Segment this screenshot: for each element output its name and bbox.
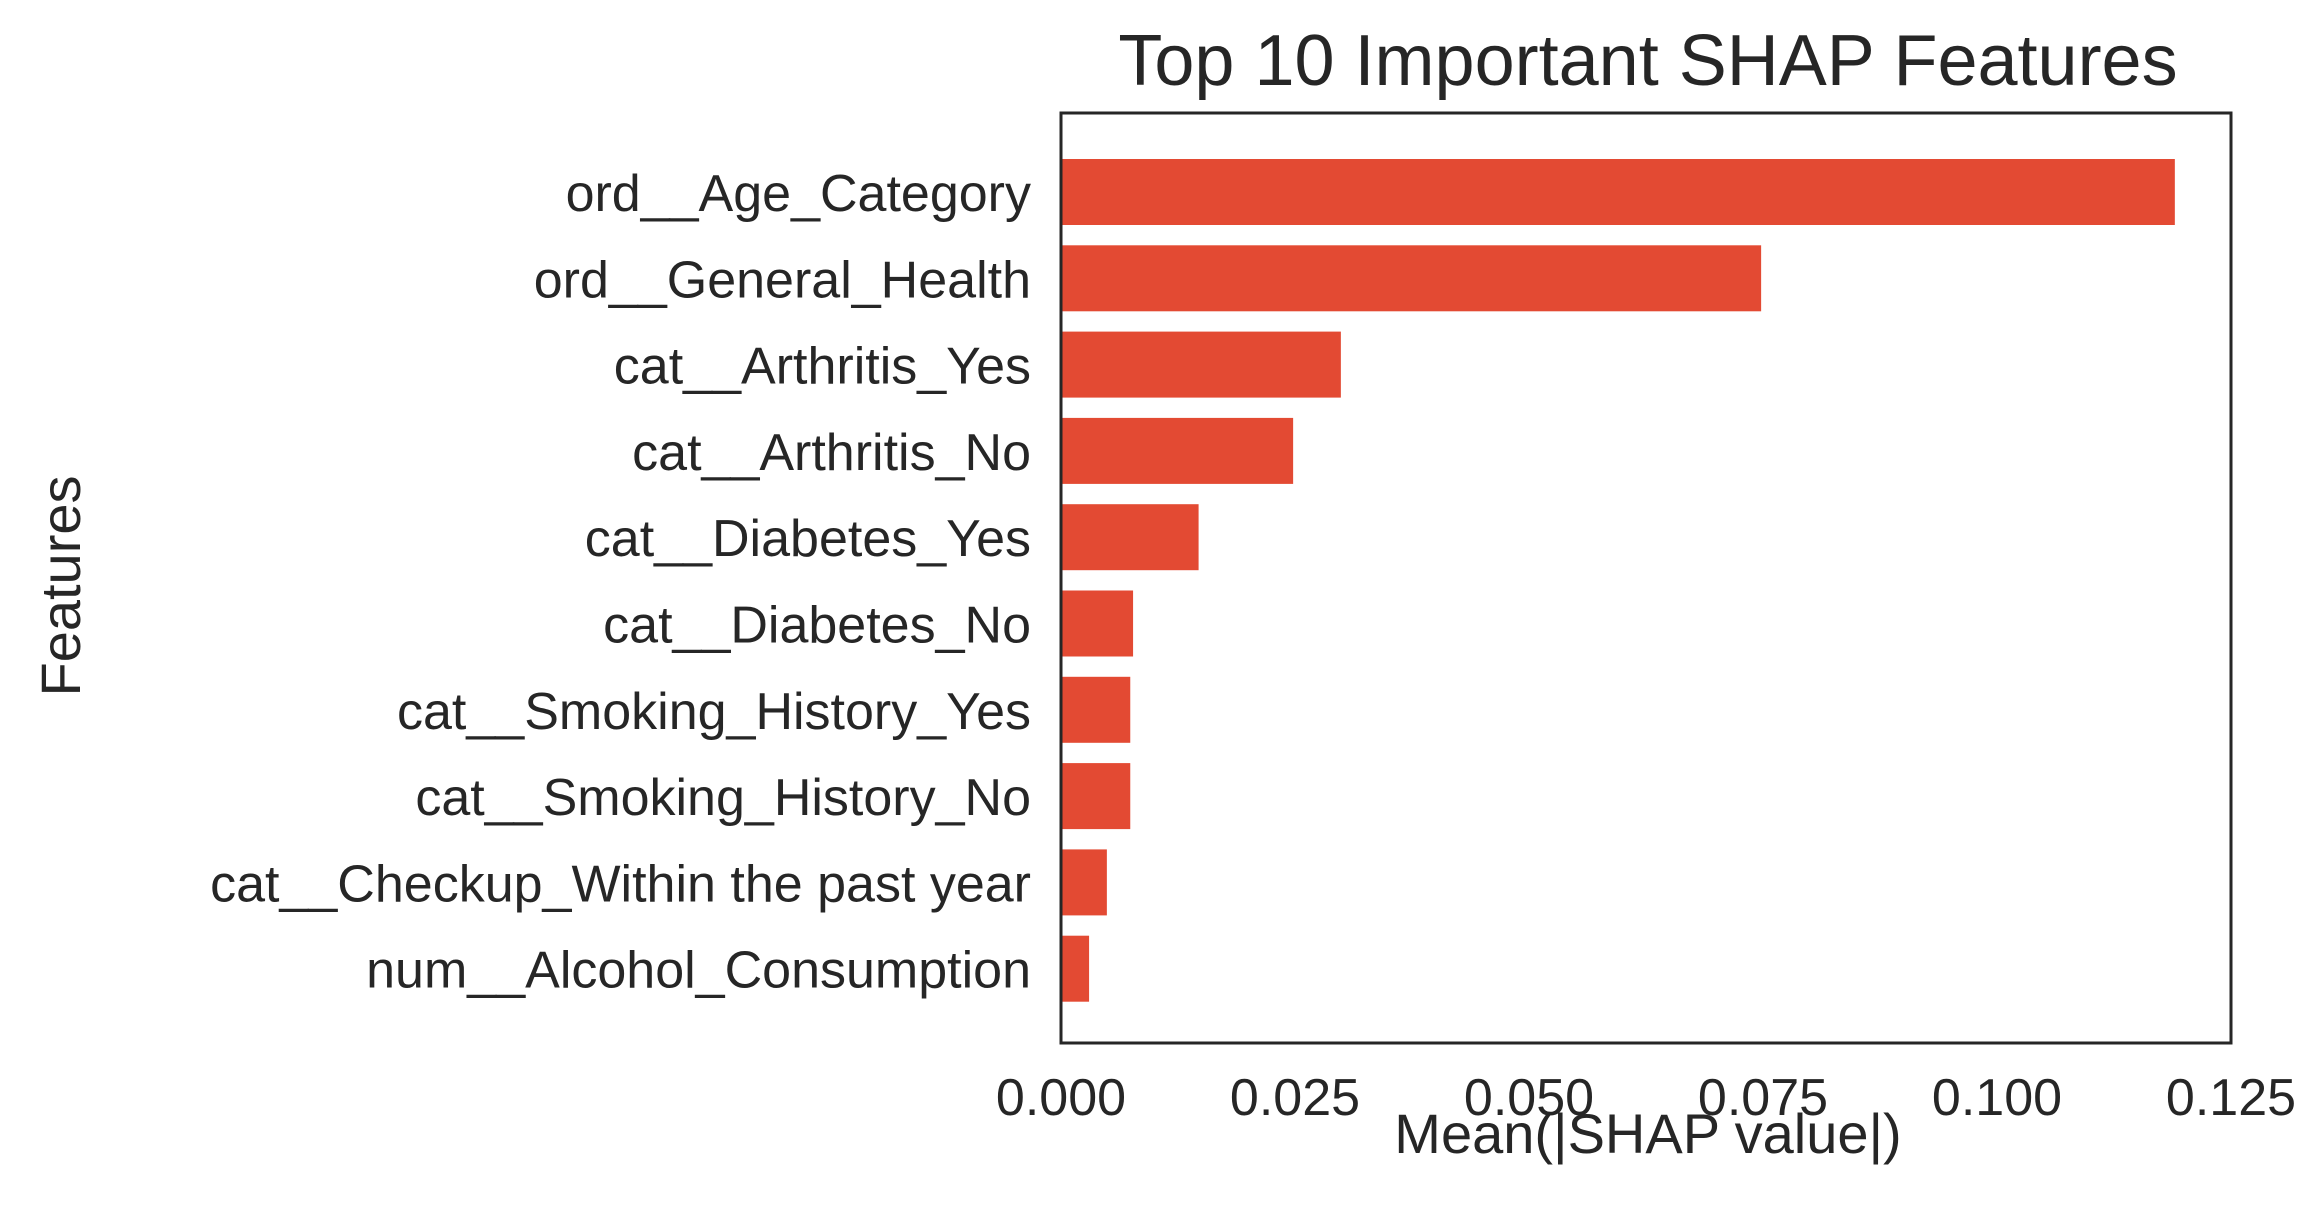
y-tick-label-4: cat__Diabetes_Yes bbox=[585, 510, 1031, 568]
y-tick-label-8: cat__Checkup_Within the past year bbox=[210, 855, 1031, 913]
x-tick-label-5: 0.125 bbox=[2166, 1069, 2296, 1127]
x-tick-label-4: 0.100 bbox=[1932, 1069, 2062, 1127]
y-tick-label-7: cat__Smoking_History_No bbox=[415, 769, 1031, 827]
bar-8 bbox=[1061, 849, 1107, 916]
bars-group bbox=[1061, 159, 2175, 1002]
bar-9 bbox=[1061, 935, 1090, 1002]
x-tick-labels: 0.000 0.025 0.050 0.075 0.100 0.125 bbox=[996, 1069, 2296, 1127]
bar-3 bbox=[1061, 417, 1294, 484]
y-tick-label-3: cat__Arthritis_No bbox=[632, 424, 1031, 482]
chart-title: Top 10 Important SHAP Features bbox=[1118, 21, 2177, 101]
bar-0 bbox=[1061, 159, 2175, 225]
x-tick-label-0: 0.000 bbox=[996, 1069, 1126, 1127]
bar-7 bbox=[1061, 763, 1131, 830]
bar-4 bbox=[1061, 504, 1199, 571]
y-tick-label-6: cat__Smoking_History_Yes bbox=[397, 683, 1031, 741]
x-axis-label: Mean(|SHAP value|) bbox=[1394, 1102, 1901, 1165]
y-tick-label-2: cat__Arthritis_Yes bbox=[614, 338, 1031, 396]
x-tick-label-1: 0.025 bbox=[1230, 1069, 1360, 1127]
y-tick-label-1: ord__General_Health bbox=[534, 251, 1031, 309]
bar-5 bbox=[1061, 590, 1134, 657]
y-tick-label-0: ord__Age_Category bbox=[566, 165, 1031, 223]
y-tick-label-5: cat__Diabetes_No bbox=[603, 597, 1031, 655]
y-axis-label: Features bbox=[29, 476, 92, 697]
bar-2 bbox=[1061, 331, 1341, 398]
plot-frame bbox=[1059, 111, 2233, 1045]
y-tick-labels: ord__Age_Category ord__General_Health cat_… bbox=[210, 165, 1031, 1000]
y-tick-label-9: num__Alcohol_Consumption bbox=[366, 942, 1031, 1000]
bar-1 bbox=[1061, 245, 1762, 312]
x-tick-label-3: 0.075 bbox=[1698, 1069, 1828, 1127]
x-tick-label-2: 0.050 bbox=[1464, 1069, 1594, 1127]
bar-6 bbox=[1061, 676, 1131, 743]
